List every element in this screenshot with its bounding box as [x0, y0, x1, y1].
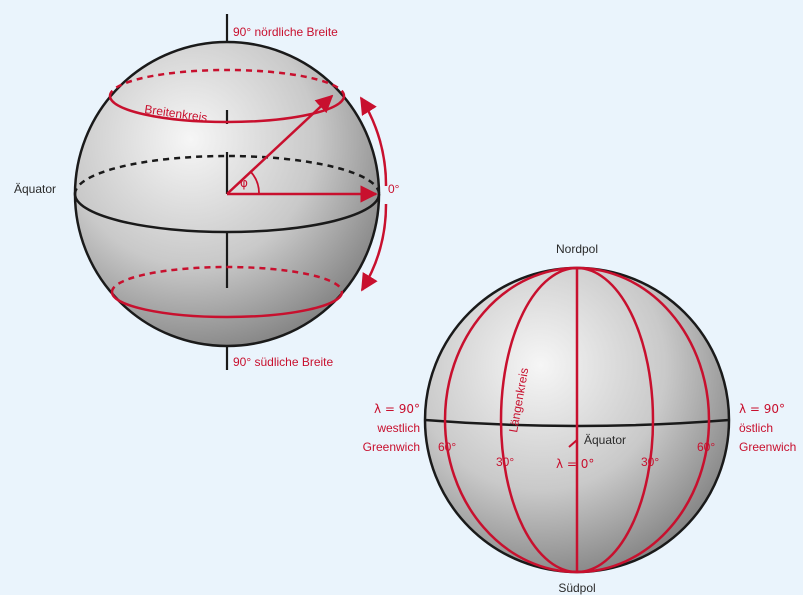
east-lambda-label: λ = 90° [739, 402, 785, 416]
tick-zero: λ = 0° [556, 457, 594, 471]
longitude-globe: Nordpol Südpol Längenkreis Äquator λ = 9… [363, 242, 797, 595]
west-lambda-label: λ = 90° [374, 402, 420, 416]
equator-label-left: Äquator [14, 182, 56, 196]
west-greenwich-label: Greenwich [363, 440, 420, 454]
phi-label: φ [240, 176, 248, 190]
east-greenwich-label: Greenwich [739, 440, 796, 454]
east-direction-label: östlich [739, 421, 773, 435]
west-direction-label: westlich [376, 421, 420, 435]
north-pole-label: Nordpol [556, 242, 598, 256]
latitude-globe: 90° nördliche Breite 90° südliche Breite… [14, 14, 400, 370]
south-pole-label: Südpol [558, 581, 595, 595]
tick-east-60: 60° [697, 440, 715, 454]
tick-west-60: 60° [438, 440, 456, 454]
tick-west-30: 30° [496, 455, 514, 469]
north-latitude-label: 90° nördliche Breite [233, 25, 338, 39]
equator-label-right: Äquator [584, 433, 626, 447]
tick-east-30: 30° [641, 455, 659, 469]
zero-degree-label: 0° [388, 182, 400, 196]
south-latitude-label: 90° südliche Breite [233, 355, 334, 369]
